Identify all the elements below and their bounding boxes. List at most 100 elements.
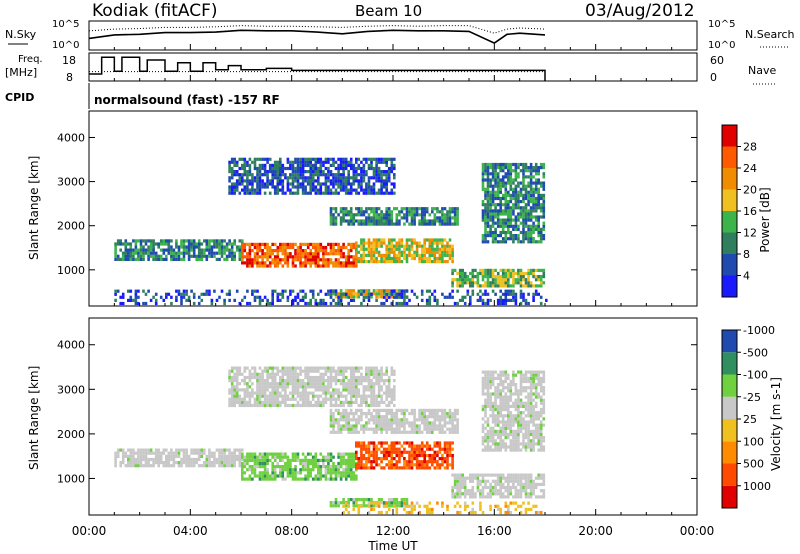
- heatmap-cell: [152, 242, 155, 246]
- heatmap-cell: [365, 366, 368, 370]
- heatmap-cell: [489, 172, 492, 176]
- heatmap-cell: [332, 418, 335, 422]
- heatmap-cell: [311, 461, 315, 466]
- heatmap-cell: [238, 464, 242, 468]
- heatmap-cell: [314, 249, 318, 253]
- heatmap-cell: [271, 298, 274, 302]
- heatmap-cell: [438, 450, 442, 454]
- heatmap-cell: [443, 260, 447, 264]
- heatmap-cell: [360, 441, 363, 445]
- heatmap-cell: [539, 209, 543, 213]
- heatmap-cell: [253, 372, 257, 376]
- heatmap-cell: [289, 245, 292, 250]
- heatmap-cell: [225, 292, 229, 296]
- heatmap-cell: [372, 292, 376, 296]
- heatmap-cell: [469, 473, 472, 477]
- heatmap-cell: [355, 394, 358, 398]
- heatmap-cell: [418, 260, 421, 264]
- heatmap-cell: [496, 417, 500, 421]
- heatmap-cell: [408, 250, 411, 254]
- heatmap-cell: [322, 249, 325, 253]
- heatmap-cell: [420, 460, 424, 464]
- heatmap-cell: [385, 441, 388, 445]
- heatmap-cell: [451, 260, 454, 264]
- heatmap-cell: [223, 464, 226, 468]
- heatmap-cell: [529, 237, 533, 241]
- heatmap-cell: [253, 176, 257, 180]
- heatmap-cell: [405, 210, 409, 214]
- heatmap-cell: [387, 463, 391, 467]
- heatmap-cell: [514, 221, 518, 225]
- heatmap-cell: [471, 479, 475, 483]
- heatmap-cell: [322, 252, 325, 256]
- heatmap-cell: [393, 157, 396, 161]
- heatmap-cell: [408, 244, 411, 248]
- heatmap-cell: [339, 372, 343, 376]
- heatmap-cell: [365, 460, 368, 464]
- heatmap-cell: [238, 451, 242, 455]
- heatmap-cell: [349, 216, 353, 220]
- heatmap-cell: [405, 213, 409, 217]
- heatmap-cell: [390, 457, 394, 461]
- heatmap-cell: [415, 295, 419, 299]
- heatmap-cell: [248, 452, 252, 456]
- heatmap-cell: [380, 450, 383, 454]
- heatmap-cell: [322, 245, 325, 250]
- heatmap-cell: [375, 292, 378, 296]
- heatmap-cell: [403, 415, 406, 419]
- heatmap-cell: [159, 248, 163, 252]
- heatmap-cell: [284, 191, 287, 195]
- heatmap-cell: [390, 188, 394, 192]
- heatmap-cell: [127, 461, 130, 465]
- heatmap-cell: [309, 176, 312, 180]
- heatmap-cell: [218, 239, 221, 243]
- heatmap-cell: [357, 408, 361, 412]
- heatmap-cell: [116, 242, 120, 246]
- heatmap-cell: [539, 193, 543, 197]
- heatmap-cell: [352, 245, 356, 250]
- heatmap-cell: [266, 461, 269, 466]
- heatmap-cell: [360, 372, 363, 376]
- heatmap-cell: [469, 495, 472, 499]
- heatmap-cell: [263, 382, 267, 386]
- heatmap-cell: [365, 247, 368, 251]
- heatmap-cell: [301, 465, 305, 469]
- heatmap-cell: [344, 421, 348, 425]
- heatmap-cell: [261, 391, 264, 395]
- heatmap-cell: [268, 366, 272, 370]
- heatmap-cell: [377, 385, 381, 389]
- heatmap-cell: [165, 464, 168, 468]
- heatmap-cell: [382, 253, 386, 257]
- heatmap-cell: [370, 385, 373, 389]
- heatmap-cell: [355, 463, 358, 467]
- heatmap-cell: [491, 414, 495, 418]
- heatmap-cell: [355, 173, 358, 177]
- heatmap-cell: [420, 292, 424, 296]
- heatmap-cell: [365, 394, 368, 398]
- heatmap-cell: [243, 170, 247, 174]
- heatmap-cell: [357, 369, 361, 373]
- heatmap-cell: [491, 373, 495, 377]
- heatmap-cell: [246, 176, 249, 180]
- heatmap-cell: [377, 412, 381, 416]
- heatmap-cell: [507, 275, 510, 279]
- heatmap-cell: [428, 250, 432, 254]
- heatmap-cell: [504, 292, 508, 296]
- heatmap-cell: [233, 191, 236, 195]
- heatmap-cell: [519, 193, 523, 197]
- heatmap-cell: [532, 209, 535, 213]
- heatmap-cell: [496, 404, 500, 408]
- heatmap-cell: [423, 460, 426, 464]
- heatmap-cell: [405, 463, 409, 467]
- heatmap-cell: [281, 458, 285, 462]
- heatmap-cell: [357, 210, 361, 214]
- heatmap-cell: [512, 212, 515, 216]
- heatmap-cell: [349, 292, 353, 296]
- heatmap-cell: [372, 457, 376, 461]
- heatmap-cell: [311, 182, 315, 186]
- heatmap-cell: [276, 366, 280, 370]
- heatmap-cell: [507, 221, 510, 225]
- heatmap-cell: [317, 375, 320, 380]
- heatmap-cell: [433, 415, 437, 419]
- heatmap-cell: [228, 461, 231, 465]
